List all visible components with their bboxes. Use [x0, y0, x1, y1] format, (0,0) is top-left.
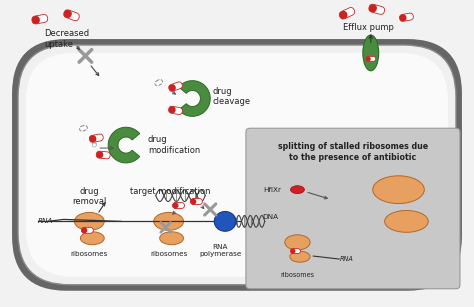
Ellipse shape	[363, 35, 379, 71]
FancyBboxPatch shape	[191, 199, 202, 204]
Text: drug
removal: drug removal	[72, 187, 107, 206]
Text: splitting of stalled ribosomes due
to the presence of antibiotic: splitting of stalled ribosomes due to th…	[278, 142, 428, 161]
FancyBboxPatch shape	[173, 203, 184, 208]
FancyBboxPatch shape	[26, 53, 448, 277]
Ellipse shape	[81, 232, 104, 245]
FancyBboxPatch shape	[82, 227, 93, 233]
Text: target modification: target modification	[130, 187, 211, 196]
Ellipse shape	[373, 176, 424, 204]
FancyBboxPatch shape	[291, 249, 301, 254]
FancyBboxPatch shape	[82, 227, 87, 233]
Ellipse shape	[385, 211, 428, 232]
FancyBboxPatch shape	[291, 249, 295, 254]
FancyBboxPatch shape	[169, 82, 182, 91]
Ellipse shape	[154, 212, 183, 230]
Ellipse shape	[291, 186, 304, 194]
Ellipse shape	[74, 212, 104, 230]
Ellipse shape	[285, 235, 310, 250]
FancyBboxPatch shape	[191, 199, 196, 204]
FancyBboxPatch shape	[169, 106, 182, 115]
Ellipse shape	[290, 251, 310, 262]
FancyBboxPatch shape	[64, 10, 79, 21]
Text: drug
cleavage: drug cleavage	[212, 87, 250, 106]
FancyBboxPatch shape	[64, 10, 72, 18]
FancyBboxPatch shape	[169, 106, 176, 113]
FancyBboxPatch shape	[12, 39, 462, 291]
FancyBboxPatch shape	[18, 45, 456, 285]
FancyBboxPatch shape	[90, 134, 103, 142]
Ellipse shape	[92, 142, 96, 146]
Polygon shape	[108, 127, 140, 163]
FancyBboxPatch shape	[96, 151, 103, 158]
FancyBboxPatch shape	[339, 7, 355, 19]
Text: ribosomes: ribosomes	[71, 251, 108, 257]
Ellipse shape	[92, 143, 96, 147]
FancyBboxPatch shape	[400, 14, 407, 21]
FancyBboxPatch shape	[173, 203, 179, 208]
FancyBboxPatch shape	[32, 14, 48, 24]
FancyBboxPatch shape	[369, 4, 377, 12]
FancyBboxPatch shape	[400, 13, 413, 21]
Ellipse shape	[92, 142, 96, 146]
Text: RNA: RNA	[38, 218, 53, 224]
FancyBboxPatch shape	[169, 84, 176, 91]
FancyBboxPatch shape	[32, 16, 40, 24]
FancyBboxPatch shape	[366, 56, 376, 61]
FancyBboxPatch shape	[339, 11, 347, 19]
Text: HflXr: HflXr	[263, 187, 281, 193]
Text: ribosomes: ribosomes	[150, 251, 187, 257]
Text: RNA
polymerase: RNA polymerase	[199, 244, 241, 257]
FancyBboxPatch shape	[369, 4, 384, 14]
Polygon shape	[179, 81, 210, 116]
FancyBboxPatch shape	[96, 151, 110, 159]
FancyBboxPatch shape	[90, 135, 96, 142]
Ellipse shape	[160, 232, 183, 245]
Text: RNA: RNA	[340, 256, 354, 262]
Text: ribosomes: ribosomes	[281, 272, 314, 278]
Text: drug
modification: drug modification	[148, 135, 200, 155]
Text: Decreased
uptake: Decreased uptake	[44, 29, 89, 49]
FancyBboxPatch shape	[246, 128, 460, 289]
FancyBboxPatch shape	[366, 56, 371, 61]
Text: DNA: DNA	[262, 214, 278, 220]
Ellipse shape	[214, 212, 236, 231]
Text: Efflux pump: Efflux pump	[343, 23, 394, 32]
